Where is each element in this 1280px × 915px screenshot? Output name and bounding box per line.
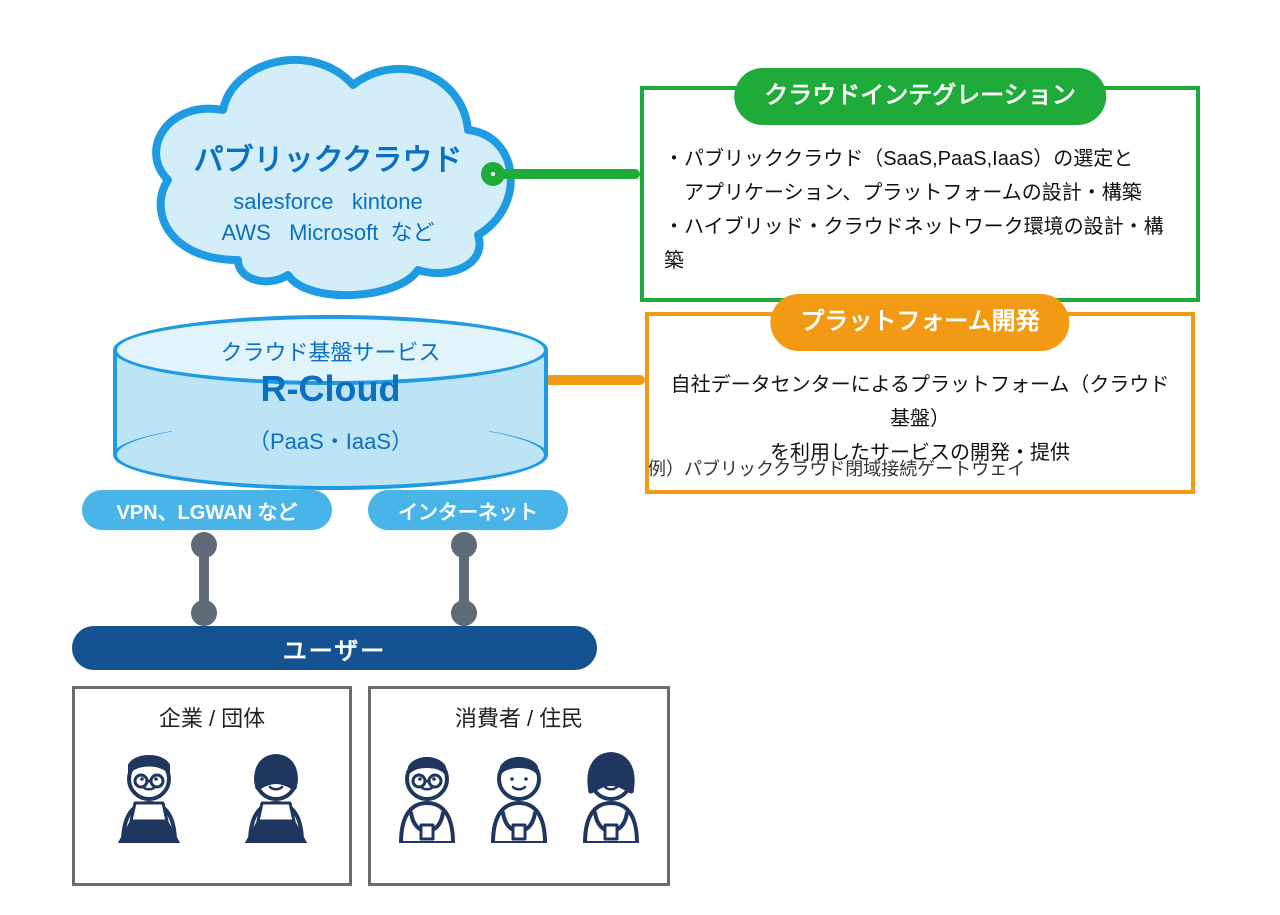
user-bar: ユーザー (72, 626, 597, 670)
consumer-woman-icon (573, 743, 649, 843)
vpn-connector-top-dot-icon (191, 532, 217, 558)
userbox-enterprise: 企業 / 団体 (72, 686, 352, 886)
rcloud-line1: クラウド基盤サービス (113, 335, 548, 367)
callout-platform-dev-header: プラットフォーム開発 (770, 294, 1069, 351)
callout-cloud-integration-header: クラウドインテグレーション (734, 68, 1106, 125)
public-cloud-title: パブリッククラウド (158, 135, 498, 179)
example-text: 例）パブリッククラウド閉域接続ゲートウェイ (648, 455, 1025, 481)
userbox-enterprise-title: 企業 / 団体 (75, 701, 349, 733)
callout2-line1: 自社データセンターによるプラットフォーム（クラウド基盤） (669, 368, 1171, 436)
userbox-consumer-title: 消費者 / 住民 (371, 701, 667, 733)
consumer-man-icon (481, 743, 557, 843)
callout1-line2: アプリケーション、プラットフォームの設計・構築 (664, 176, 1176, 210)
rcloud-line2: R-Cloud (113, 367, 548, 410)
public-cloud-block: パブリッククラウド salesforce kintoneAWS Microsoft… (158, 135, 498, 247)
person-consumer-2 (481, 743, 557, 843)
callout1-line3: ・ハイブリッド・クラウドネットワーク環境の設計・構築 (664, 210, 1176, 278)
internet-connector-top-dot-icon (451, 532, 477, 558)
person-consumer-1 (389, 743, 465, 843)
green-connector-line (493, 169, 640, 179)
callout1-line1: ・パブリッククラウド（SaaS,PaaS,IaaS）の選定と (664, 142, 1176, 176)
person-businesswoman (238, 743, 314, 843)
userbox-enterprise-people (75, 743, 349, 843)
userbox-consumer: 消費者 / 住民 (368, 686, 670, 886)
callout-cloud-integration: クラウドインテグレーション・パブリッククラウド（SaaS,PaaS,IaaS）の… (640, 86, 1200, 302)
person-businessman (111, 743, 187, 843)
green-connector-dot-icon (481, 162, 505, 186)
person-consumer-3 (573, 743, 649, 843)
businessman-laptop-icon (111, 743, 187, 843)
businesswoman-laptop-icon (238, 743, 314, 843)
pill-vpn: VPN、LGWAN など (82, 490, 332, 530)
vpn-connector-bottom-dot-icon (191, 600, 217, 626)
internet-connector-bottom-dot-icon (451, 600, 477, 626)
pill-internet: インターネット (368, 490, 568, 530)
consumer-man-glasses-icon (389, 743, 465, 843)
userbox-consumer-people (371, 743, 667, 843)
public-cloud-line1: salesforce kintone (158, 189, 498, 215)
public-cloud-line2: AWS Microsoft など (158, 215, 498, 247)
rcloud-line3: （PaaS・IaaS） (113, 424, 548, 456)
rcloud-text: クラウド基盤サービスR-Cloud （PaaS・IaaS） (113, 335, 548, 456)
